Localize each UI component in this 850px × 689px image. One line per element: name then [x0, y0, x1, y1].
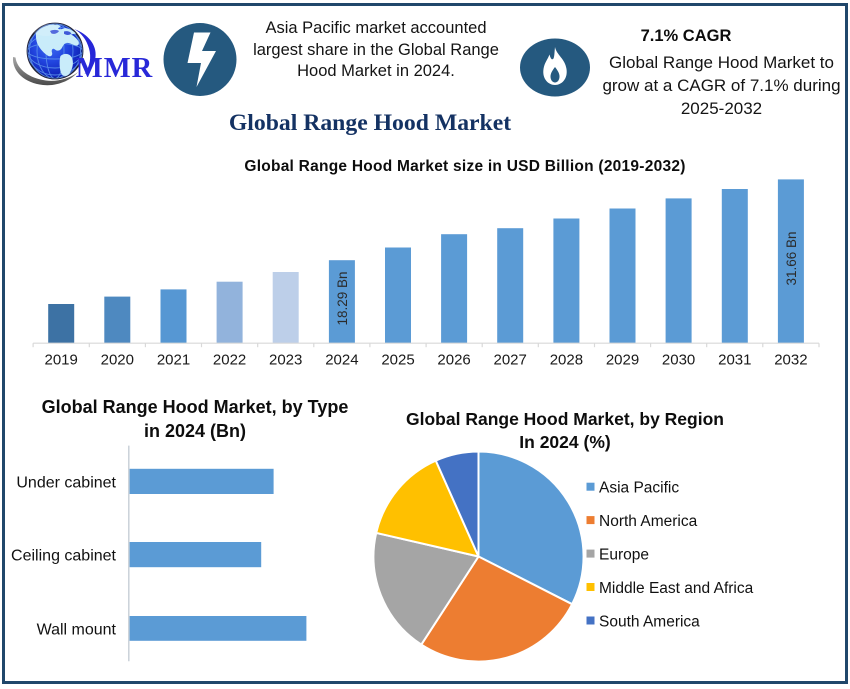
svg-text:18.29 Bn: 18.29 Bn	[335, 271, 350, 325]
svg-text:2024: 2024	[325, 352, 358, 369]
svg-text:Europe: Europe	[599, 546, 649, 563]
svg-text:2029: 2029	[606, 352, 639, 369]
svg-text:2021: 2021	[157, 352, 190, 369]
svg-text:Wall mount: Wall mount	[37, 622, 117, 639]
svg-text:South America: South America	[599, 613, 700, 630]
svg-text:North America: North America	[599, 513, 698, 530]
svg-text:2028: 2028	[550, 352, 583, 369]
svg-text:2032: 2032	[774, 352, 807, 369]
svg-text:2022: 2022	[213, 352, 246, 369]
svg-text:2027: 2027	[494, 352, 527, 369]
svg-text:2023: 2023	[269, 352, 302, 369]
svg-text:Asia Pacific: Asia Pacific	[599, 480, 679, 497]
svg-text:2025: 2025	[381, 352, 414, 369]
svg-text:MMR: MMR	[76, 53, 153, 84]
svg-text:2019: 2019	[45, 352, 78, 369]
svg-text:Ceiling cabinet: Ceiling cabinet	[11, 548, 117, 565]
svg-text:2020: 2020	[101, 352, 134, 369]
svg-text:Middle East and Africa: Middle East and Africa	[599, 580, 754, 597]
svg-text:2030: 2030	[662, 352, 695, 369]
svg-text:Under cabinet: Under cabinet	[16, 475, 116, 492]
svg-text:31.66 Bn: 31.66 Bn	[784, 231, 799, 285]
svg-text:2026: 2026	[437, 352, 470, 369]
svg-text:2031: 2031	[718, 352, 751, 369]
